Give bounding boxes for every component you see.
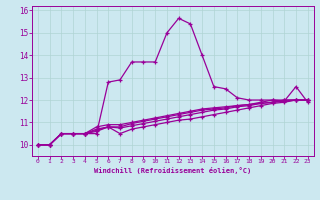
X-axis label: Windchill (Refroidissement éolien,°C): Windchill (Refroidissement éolien,°C) — [94, 167, 252, 174]
